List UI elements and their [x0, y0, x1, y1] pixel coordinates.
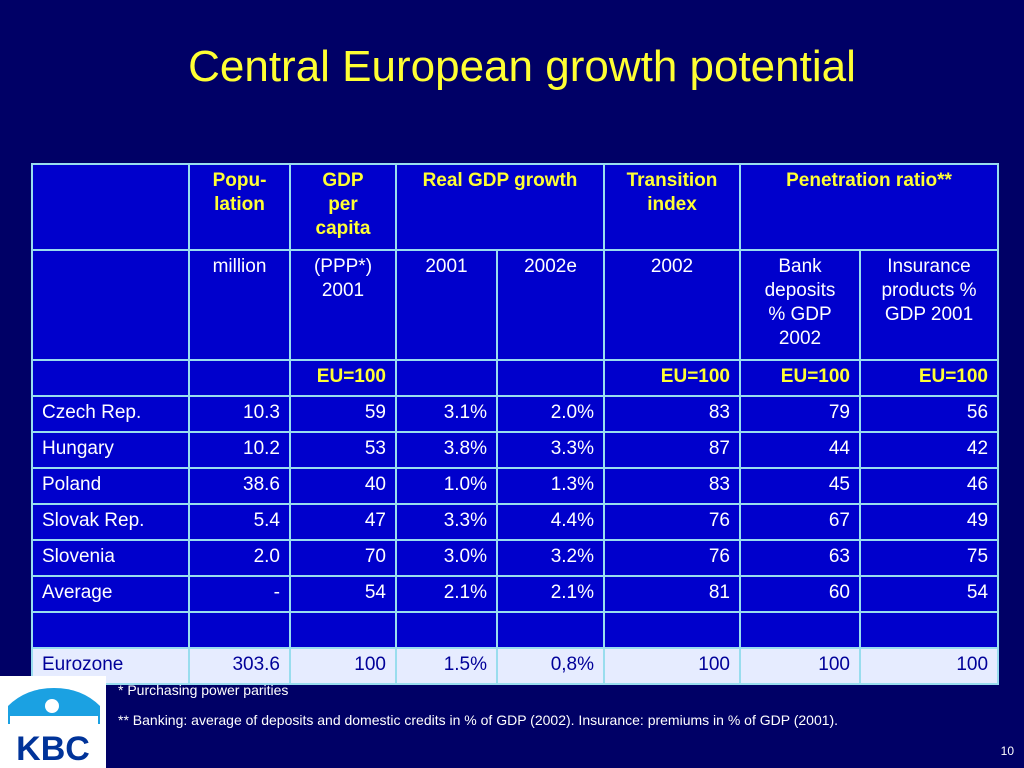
country-name: Poland: [31, 467, 190, 505]
cell: 1.5%: [395, 647, 498, 685]
table-row: Czech Rep. 10.3 59 3.1% 2.0% 83 79 56: [31, 395, 1000, 433]
index-base-insurance: EU=100: [858, 359, 1000, 397]
units-population: million: [188, 249, 291, 361]
kbc-logo-text: KBC: [16, 730, 90, 768]
cell: 3.1%: [395, 395, 498, 433]
table-row: Slovenia 2.0 70 3.0% 3.2% 76 63 75: [31, 539, 1000, 577]
cell: 40: [289, 467, 397, 505]
page-number: 10: [1000, 744, 1014, 758]
cell: 5.4: [188, 503, 291, 541]
cell: 3.3%: [395, 503, 498, 541]
cell: 70: [289, 539, 397, 577]
table-row: Hungary 10.2 53 3.8% 3.3% 87 44 42: [31, 431, 1000, 469]
cell: 75: [858, 539, 1000, 577]
footnote-ppp: * Purchasing power parities: [118, 682, 289, 698]
cell: 76: [603, 539, 741, 577]
header-penetration-ratio: Penetration ratio**: [738, 163, 1000, 251]
units-growth-2001: 2001: [395, 249, 498, 361]
units-gdp: (PPP*) 2001: [289, 249, 397, 361]
cell: 42: [858, 431, 1000, 469]
cell: 2.0: [188, 539, 291, 577]
slide-title: Central European growth potential: [188, 42, 856, 91]
cell: 100: [603, 647, 741, 685]
table-row-eurozone: Eurozone 303.6 100 1.5% 0,8% 100 100 100: [31, 647, 1000, 685]
cell: 3.2%: [496, 539, 605, 577]
cell: 1.3%: [496, 467, 605, 505]
cell: 100: [739, 647, 861, 685]
index-base-transition: EU=100: [603, 359, 741, 397]
header-row-titles: Popu- lation GDP per capita Real GDP gro…: [31, 163, 1000, 251]
country-name: Slovenia: [31, 539, 190, 577]
cell: 63: [739, 539, 861, 577]
cell: 83: [603, 395, 741, 433]
header-gdp-per-capita: GDP per capita: [289, 163, 397, 251]
table-row: Poland 38.6 40 1.0% 1.3% 83 45 46: [31, 467, 1000, 505]
cell: 2.1%: [395, 575, 498, 613]
cell: 54: [858, 575, 1000, 613]
cell: 54: [289, 575, 397, 613]
country-name: Average: [31, 575, 190, 613]
cell: 67: [739, 503, 861, 541]
header-transition-index: Transition index: [603, 163, 741, 251]
cell: 49: [858, 503, 1000, 541]
header-row-units: million (PPP*) 2001 2001 2002e 2002 Bank…: [31, 249, 1000, 361]
cell: 10.3: [188, 395, 291, 433]
header-population: Popu- lation: [188, 163, 291, 251]
index-base-gdp: EU=100: [289, 359, 397, 397]
header-real-gdp-growth: Real GDP growth: [395, 163, 605, 251]
cell: 303.6: [188, 647, 291, 685]
cell: 79: [739, 395, 861, 433]
cell: -: [188, 575, 291, 613]
cell: 2.0%: [496, 395, 605, 433]
blank-row: [31, 611, 1000, 649]
cell: 1.0%: [395, 467, 498, 505]
cell: 2.1%: [496, 575, 605, 613]
cell: 100: [858, 647, 1000, 685]
cell: 59: [289, 395, 397, 433]
cell: 100: [289, 647, 397, 685]
cell: 83: [603, 467, 741, 505]
cell: 47: [289, 503, 397, 541]
cell: 45: [739, 467, 861, 505]
units-insurance: Insurance products % GDP 2001: [858, 249, 1000, 361]
units-growth-2002e: 2002e: [496, 249, 605, 361]
country-name: Czech Rep.: [31, 395, 190, 433]
header-row-index-base: EU=100 EU=100 EU=100 EU=100: [31, 359, 1000, 397]
units-empty: [31, 249, 190, 361]
growth-table: Popu- lation GDP per capita Real GDP gro…: [31, 163, 1000, 685]
cell: 56: [858, 395, 1000, 433]
header-empty: [31, 163, 190, 251]
cell: 60: [739, 575, 861, 613]
footnote-banking: ** Banking: average of deposits and dome…: [118, 712, 839, 728]
cell: 38.6: [188, 467, 291, 505]
cell: 3.0%: [395, 539, 498, 577]
table-row: Average -54 2.1% 2.1% 81 60 54: [31, 575, 1000, 613]
units-transition-year: 2002: [603, 249, 741, 361]
cell: 53: [289, 431, 397, 469]
cell: 81: [603, 575, 741, 613]
cell: 4.4%: [496, 503, 605, 541]
cell: 0,8%: [496, 647, 605, 685]
cell: 10.2: [188, 431, 291, 469]
country-name: Slovak Rep.: [31, 503, 190, 541]
cell: 44: [739, 431, 861, 469]
table-row: Slovak Rep. 5.4 47 3.3% 4.4% 76 67 49: [31, 503, 1000, 541]
cell: 46: [858, 467, 1000, 505]
units-bank-deposits: Bank deposits % GDP 2002: [739, 249, 861, 361]
country-name: Hungary: [31, 431, 190, 469]
cell: 87: [603, 431, 741, 469]
cell: 3.8%: [395, 431, 498, 469]
kbc-logo: KBC: [0, 676, 106, 768]
index-base-bank: EU=100: [739, 359, 861, 397]
cell: 76: [603, 503, 741, 541]
cell: 3.3%: [496, 431, 605, 469]
